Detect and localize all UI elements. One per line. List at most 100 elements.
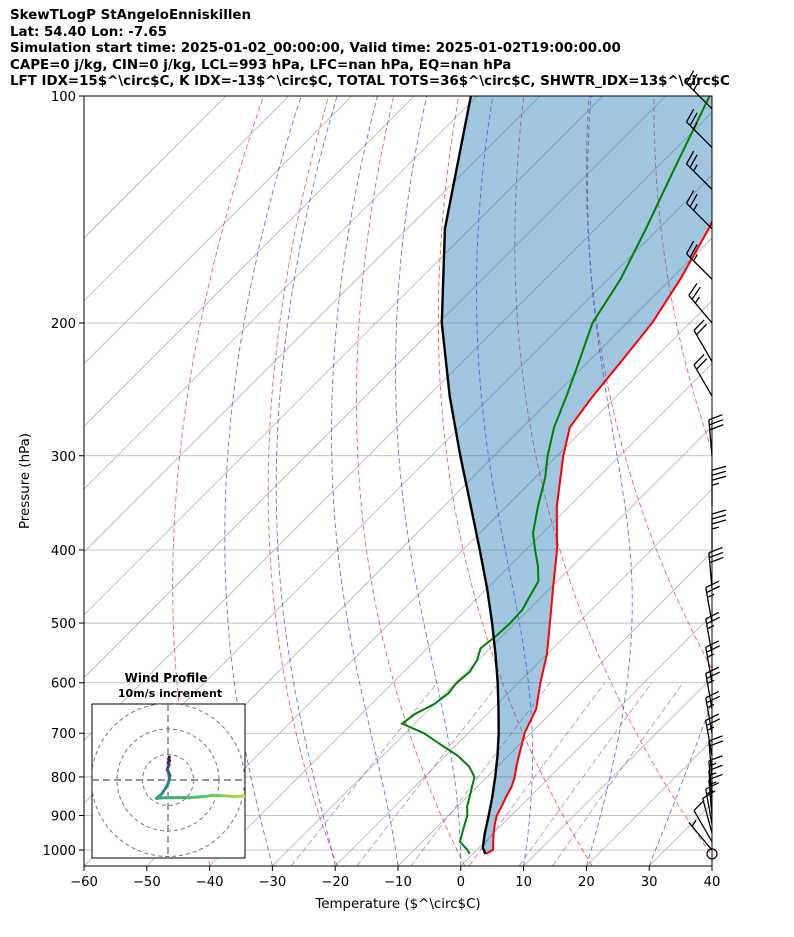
barb-full-flag: [689, 244, 698, 258]
x-tick-label: 10: [515, 875, 532, 890]
mixing-ratio-line: [290, 682, 438, 866]
isotherm-line: [84, 96, 290, 302]
chart-title-line-3: Simulation start time: 2025-01-02_00:00:…: [10, 41, 621, 56]
wind-barb: [702, 790, 716, 834]
x-tick-label: −50: [133, 875, 161, 890]
isotherm-line: [146, 300, 712, 866]
hodograph-trace: [155, 755, 257, 800]
barb-full-flag: [706, 585, 720, 594]
x-axis-ticks: −60 −50 −40 −30 −20 −10 0 10 20 30 40: [70, 866, 720, 890]
barb-full-flag: [693, 799, 705, 812]
barb-full-flag: [685, 190, 695, 204]
barb-half-flag: [707, 653, 715, 658]
y-axis-label: Pressure (hPa): [18, 433, 33, 529]
barb-full-flag: [706, 671, 720, 680]
barb-staff: [693, 810, 713, 843]
moist-adiabat: [648, 700, 712, 866]
barb-full-flag: [696, 323, 708, 336]
hodograph-segment: [232, 794, 245, 799]
y-tick-label: 100: [51, 90, 76, 105]
x-tick-label: 0: [457, 875, 465, 890]
barb-full-flag: [689, 154, 698, 168]
barb-full-flag: [708, 546, 723, 554]
barb-staff: [708, 741, 713, 778]
barb-full-flag: [709, 740, 724, 747]
isotherm-line: [397, 551, 712, 866]
isotherm-line: [84, 96, 352, 365]
hodograph-ring: [92, 704, 245, 857]
barb-full-flag: [706, 645, 720, 653]
x-tick-label: 20: [578, 875, 595, 890]
barb-full-flag: [708, 414, 723, 421]
barb-full-flag: [711, 514, 727, 520]
y-tick-label: 600: [51, 677, 76, 692]
barb-staff: [708, 770, 713, 807]
isotherm-line: [84, 96, 478, 490]
x-tick-label: −60: [70, 875, 98, 890]
x-tick-label: −30: [258, 875, 286, 890]
barb-staff: [693, 330, 713, 362]
hodograph-segment: [222, 794, 236, 799]
x-axis-label: Temperature ($^\circ$C): [314, 897, 480, 912]
wind-barb: [685, 190, 713, 230]
barb-staff: [705, 720, 713, 756]
x-tick-label: −10: [384, 875, 412, 890]
x-tick-label: −40: [196, 875, 224, 890]
hodograph-segment: [252, 797, 257, 799]
wind-barb: [685, 150, 713, 190]
barb-staff: [708, 779, 713, 816]
wind-barb: [705, 640, 720, 683]
barb-full-flag: [706, 718, 720, 726]
barb-full-flag: [685, 150, 695, 165]
dry-adiabat: [719, 96, 794, 866]
barb-half-flag: [693, 83, 698, 91]
barb-full-flag: [691, 286, 701, 300]
wind-barb: [685, 108, 713, 148]
wind-barb: [711, 465, 727, 507]
wind-barb: [688, 819, 713, 851]
mixing-ratio-line: [468, 682, 606, 866]
barb-full-flag: [693, 319, 705, 331]
wind-barb: [688, 282, 713, 324]
isotherm-line: [334, 488, 712, 866]
barb-full-flag: [708, 735, 723, 742]
barb-full-flag: [711, 509, 727, 515]
y-tick-label: 500: [51, 617, 76, 632]
cin-area: [441, 96, 712, 854]
hodograph-inset: Wind Profile 10m/s increment: [91, 671, 257, 859]
chart-title-line-2: Lat: 54.40 Lon: -7.65: [10, 24, 167, 40]
hodograph-subtitle: 10m/s increment: [118, 687, 222, 700]
parcel-path-line: [440, 96, 500, 855]
isotherm-line: [84, 96, 227, 239]
barb-half-flag: [694, 296, 700, 304]
x-tick-label: 30: [641, 875, 658, 890]
barb-half-flag: [711, 482, 720, 486]
moist-adiabat: [224, 96, 302, 866]
barb-full-flag: [706, 695, 720, 704]
isotherm-line: [84, 96, 415, 427]
barb-full-flag: [709, 419, 724, 426]
isotherm-line: [523, 677, 712, 866]
chart-title-line-5: LFT IDX=15$^\circ$C, K IDX=-13$^\circ$C,…: [10, 74, 730, 89]
moist-adiabat: [275, 96, 338, 866]
barb-half-flag: [691, 819, 697, 827]
dry-adiabat: [784, 96, 794, 866]
barb-staff: [708, 552, 713, 589]
pressure-grid: [84, 96, 712, 851]
moist-adiabat: [395, 96, 462, 866]
barb-staff: [708, 760, 713, 797]
barb-full-flag: [711, 519, 727, 525]
y-axis-ticks: 1000 900 800 700 600 500 400 300 200 100: [42, 90, 84, 859]
y-tick-label: 700: [51, 727, 76, 742]
moist-adiabats: [224, 96, 712, 866]
hodograph-segment: [243, 794, 245, 798]
isotherm-line: [711, 865, 712, 866]
isotherm-line: [460, 614, 712, 866]
wind-barb: [693, 353, 713, 397]
y-tick-label: 400: [51, 544, 76, 559]
chart-title-line-4: CAPE=0 j/kg, CIN=0 j/kg, LCL=993 hPa, LF…: [10, 57, 512, 73]
dry-adiabat: [514, 96, 712, 857]
barb-half-flag: [707, 703, 715, 709]
dewpoint-line: [400, 96, 711, 855]
y-tick-label: 300: [51, 450, 76, 465]
